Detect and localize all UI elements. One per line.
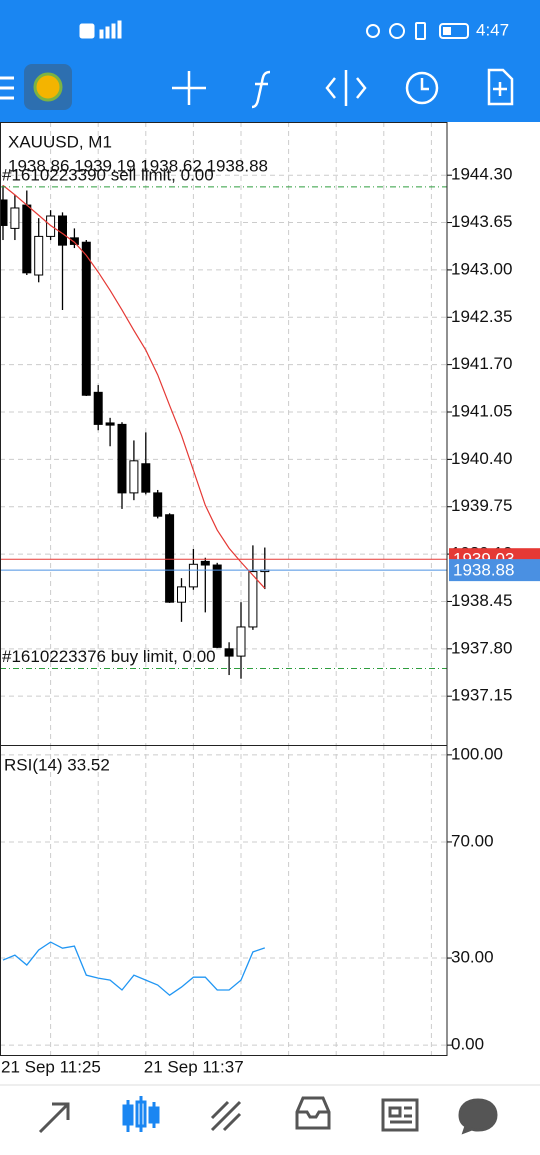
new-order-button[interactable] [487,68,514,106]
candle-body [177,586,186,603]
panel-title: XAUUSD, M1 [8,132,112,151]
panel-title: RSI(14) 33.52 [4,755,110,774]
candle-body [165,514,175,603]
panel-border [0,745,448,1056]
candle-body [34,235,44,276]
candle-body [58,215,67,246]
order-label: #1610223390 sell limit, 0.00 [2,165,214,184]
chart-area: 1944.30 1943.65 1943.00 1942.35 1941.70 1941.… [0,122,540,1076]
bottom-nav [38,1096,498,1135]
y-tick-label: 1944.30 [451,165,512,184]
y-tick-label: 1943.00 [451,259,512,278]
order-label: #1610223376 buy limit, 0.00 [2,647,216,666]
status-time: 4:47 [476,20,509,39]
chat-tab[interactable] [458,1098,498,1135]
signal-icon [105,26,110,39]
menu-button[interactable] [0,76,14,100]
candle-body [248,571,258,628]
y-tick-label: 1941.70 [451,354,512,373]
quotes-tab[interactable] [38,1102,70,1134]
rsi-line [2,941,266,997]
crosshair-button[interactable] [172,71,206,105]
y-tick-label: 1941.05 [451,401,512,420]
candle-body [153,492,163,517]
price-tag [449,559,540,582]
eye-icon [366,24,380,38]
signal-icon [99,29,104,39]
timeframe-hands [420,78,429,91]
candle-body [212,564,222,648]
signal-icon [111,23,116,39]
y-tick-label: 1943.65 [451,212,512,231]
chart-tab[interactable] [122,1096,160,1132]
y-tick-label: 1937.15 [451,686,512,705]
price-tag-label: 1938.88 [453,561,514,580]
y-tick-label: 30.00 [451,948,494,967]
y-tick-label: 1942.35 [451,307,512,326]
candle-body [236,626,246,657]
candle-body [46,215,56,237]
trade-tab[interactable] [210,1100,242,1132]
header-bar [0,0,540,122]
candle-body [200,560,210,566]
y-tick-label: 1937.80 [451,638,512,657]
logo-mark [33,72,63,102]
hd-icon [79,23,95,39]
candle-body [105,422,115,426]
x-tick-label: 21 Sep 11:25 [1,1057,101,1076]
alarm-icon [389,23,405,39]
candle-body [141,463,151,493]
history-tab[interactable] [295,1096,331,1130]
y-tick-label: 1940.40 [451,449,512,468]
candle-body [22,204,32,274]
objects-button[interactable] [325,70,367,106]
status-icons [79,20,469,40]
battery-level [443,27,451,35]
news-tab[interactable] [381,1098,419,1132]
battery-icon [439,23,469,39]
indicators-button[interactable] [251,70,271,109]
candle-body [69,237,79,245]
candle-body [10,207,20,229]
candle-body [188,563,198,588]
timeframe-button[interactable] [405,71,439,105]
vibrate-icon [415,22,426,40]
candle-body [0,199,8,226]
y-tick-label: 0.00 [451,1035,484,1054]
moving-average [2,184,266,589]
y-tick-label: 1938.45 [451,591,512,610]
candle-body [224,648,234,657]
candle-body [129,460,139,494]
signal-icon [117,20,122,39]
candle-body [81,241,91,396]
y-tick-label: 1939.75 [451,496,512,515]
candle-body [93,391,103,425]
candle-body [117,423,127,494]
toolbar [0,64,514,110]
x-tick-label: 21 Sep 11:37 [144,1057,244,1076]
y-tick-label: 70.00 [451,831,494,850]
ohlc-text: 1938.86 1939.19 1938.62 1938.88 [8,156,268,175]
y-tick-label: 100.00 [451,744,503,763]
